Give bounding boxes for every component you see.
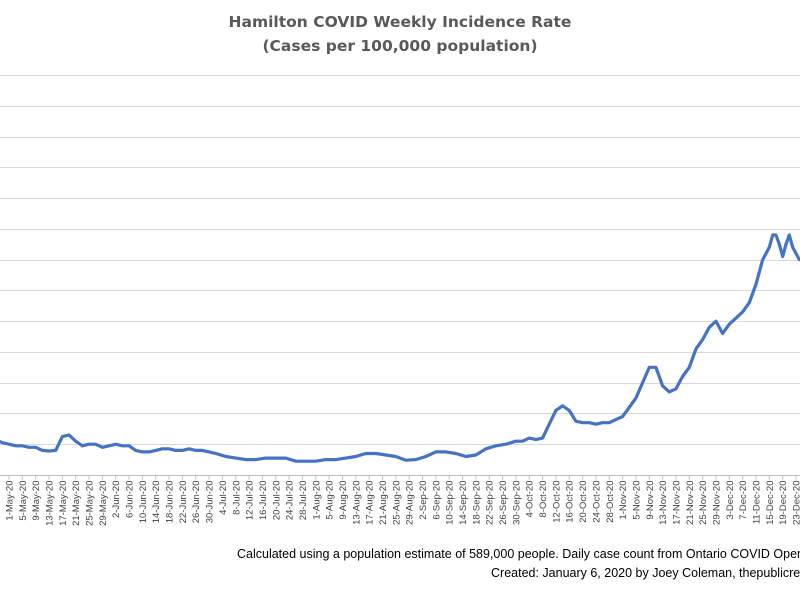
x-tick-label: 17-May-20 — [58, 481, 69, 526]
x-tick-label: 5-Aug-20 — [325, 481, 336, 520]
x-tick-label: 1-Aug-20 — [311, 481, 322, 520]
x-tick-label: 18-Jun-20 — [165, 481, 176, 524]
x-tick-label: 9-May-20 — [31, 481, 42, 521]
footer-source-note: Calculated using a population estimate o… — [237, 547, 800, 561]
line-chart: 1-May-20 5-May-20 9-May-20 13-May-20 17-May-… — [0, 75, 800, 526]
x-axis-tick-labels: 1-May-20 5-May-20 9-May-20 13-May-20 17-May-… — [5, 475, 800, 526]
x-tick-label: 25-Nov-20 — [698, 481, 709, 525]
x-tick-label: 25-Aug-20 — [391, 481, 402, 525]
chart-title: Hamilton COVID Weekly Incidence Rate — [228, 13, 572, 31]
gridlines — [0, 75, 800, 445]
x-tick-label: 5-Nov-20 — [631, 481, 642, 520]
x-tick-label: 3-Dec-20 — [725, 481, 736, 520]
x-tick-label: 7-Dec-20 — [738, 481, 749, 520]
x-tick-label: 13-Nov-20 — [658, 481, 669, 525]
x-tick-label: 11-Dec-20 — [751, 481, 762, 525]
x-tick-label: 5-May-20 — [18, 481, 29, 521]
x-tick-label: 16-Oct-20 — [565, 481, 576, 523]
x-tick-label: 10-Sep-20 — [445, 481, 456, 525]
chart-subtitle: (Cases per 100,000 population) — [262, 37, 538, 55]
x-tick-label: 1-Nov-20 — [618, 481, 629, 520]
x-tick-label: 15-Dec-20 — [765, 481, 776, 525]
x-tick-label: 26-Jun-20 — [191, 481, 202, 524]
x-tick-label: 28-Oct-20 — [605, 481, 616, 523]
x-tick-label: 2-Jun-20 — [111, 481, 122, 519]
x-tick-label: 13-Aug-20 — [351, 481, 362, 525]
x-tick-label: 10-Jun-20 — [138, 481, 149, 524]
x-tick-label: 6-Sep-20 — [431, 481, 442, 520]
x-tick-label: 14-Jun-20 — [151, 481, 162, 524]
x-tick-label: 6-Jun-20 — [125, 481, 136, 519]
x-tick-label: 23-Dec-20 — [792, 481, 800, 525]
x-tick-label: 9-Nov-20 — [645, 481, 656, 520]
x-tick-label: 24-Jul-20 — [285, 481, 296, 521]
x-tick-label: 12-Jul-20 — [245, 481, 256, 521]
x-tick-label: 13-May-20 — [45, 481, 56, 526]
x-tick-label: 21-Aug-20 — [378, 481, 389, 525]
x-tick-label: 29-Aug-20 — [405, 481, 416, 525]
x-tick-label: 4-Oct-20 — [525, 481, 536, 518]
x-tick-label: 2-Sep-20 — [418, 481, 429, 520]
x-tick-label: 21-Nov-20 — [685, 481, 696, 525]
series-line — [0, 233, 800, 463]
x-tick-label: 18-Sep-20 — [471, 481, 482, 525]
x-tick-label: 26-Sep-20 — [498, 481, 509, 525]
x-tick-label: 12-Oct-20 — [551, 481, 562, 523]
x-tick-label: 1-May-20 — [5, 481, 16, 521]
x-tick-label: 29-May-20 — [98, 481, 109, 526]
footer-credit: Created: January 6, 2020 by Joey Coleman… — [491, 566, 800, 580]
x-tick-label: 8-Jul-20 — [231, 481, 242, 515]
x-tick-label: 19-Dec-20 — [778, 481, 789, 525]
x-tick-label: 21-May-20 — [71, 481, 82, 526]
x-tick-label: 4-Jul-20 — [218, 481, 229, 515]
x-tick-label: 24-Oct-20 — [591, 481, 602, 523]
x-tick-label: 30-Sep-20 — [511, 481, 522, 525]
x-tick-label: 29-Nov-20 — [711, 481, 722, 525]
x-tick-label: 20-Oct-20 — [578, 481, 589, 523]
x-tick-label: 14-Sep-20 — [458, 481, 469, 525]
x-tick-label: 28-Jul-20 — [298, 481, 309, 521]
x-tick-label: 8-Oct-20 — [538, 481, 549, 518]
x-tick-label: 25-May-20 — [85, 481, 96, 526]
x-tick-label: 30-Jun-20 — [205, 481, 216, 524]
x-tick-label: 9-Aug-20 — [338, 481, 349, 520]
x-tick-label: 22-Jun-20 — [178, 481, 189, 524]
x-tick-label: 20-Jul-20 — [271, 481, 282, 521]
x-tick-label: 17-Aug-20 — [365, 481, 376, 525]
x-tick-label: 22-Sep-20 — [485, 481, 496, 525]
x-tick-label: 17-Nov-20 — [671, 481, 682, 525]
x-tick-label: 16-Jul-20 — [258, 481, 269, 521]
